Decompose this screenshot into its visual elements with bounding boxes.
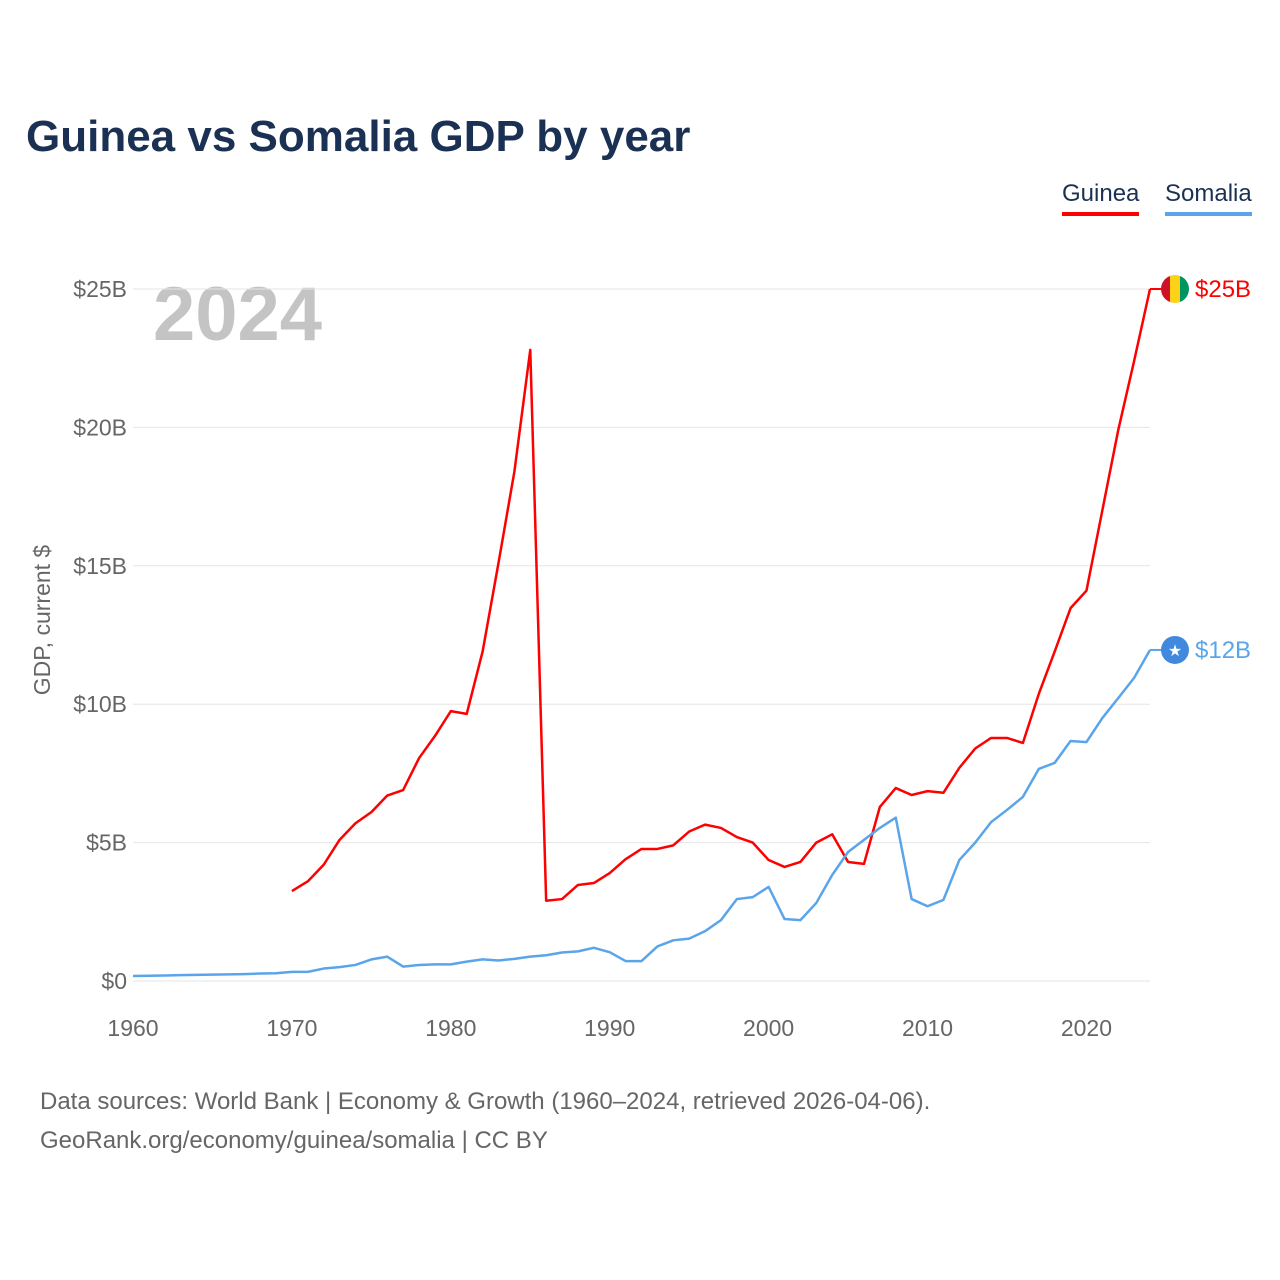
y-tick-label: $15B: [73, 553, 127, 579]
end-value-label: $25B: [1195, 276, 1251, 303]
source-line-1: Data sources: World Bank | Economy & Gro…: [40, 1088, 931, 1115]
x-tick-label: 2020: [1061, 1015, 1112, 1041]
y-tick-label: $0: [101, 968, 127, 994]
legend-guinea[interactable]: Guinea: [1062, 180, 1140, 216]
somalia-flag-icon: ★: [1161, 635, 1189, 664]
y-tick-label: $10B: [73, 691, 127, 717]
source-line-2[interactable]: GeoRank.org/economy/guinea/somalia | CC …: [40, 1127, 548, 1154]
y-tick-label: $20B: [73, 414, 127, 440]
chart-title: Guinea vs Somalia GDP by year: [26, 112, 691, 161]
x-tick-label: 1960: [107, 1015, 158, 1041]
y-tick-label: $25B: [73, 276, 127, 302]
source-note: Data sources: World Bank | Economy & Gro…: [40, 1082, 930, 1160]
series-line-guinea[interactable]: [291, 288, 1152, 902]
legend-somalia[interactable]: Somalia: [1165, 180, 1252, 216]
x-tick-label: 1990: [584, 1015, 635, 1041]
year-watermark: 2024: [153, 272, 322, 357]
end-value-label: $12B: [1195, 637, 1251, 664]
x-tick-label: 1980: [425, 1015, 476, 1041]
series-line-somalia[interactable]: [132, 649, 1152, 978]
y-tick-label: $5B: [86, 830, 127, 856]
guinea-flag-icon: [1161, 275, 1189, 303]
x-tick-label: 2010: [902, 1015, 953, 1041]
svg-text:★: ★: [1168, 643, 1182, 660]
x-tick-label: 2000: [743, 1015, 794, 1041]
x-tick-label: 1970: [266, 1015, 317, 1041]
y-axis-label: GDP, current $: [29, 545, 55, 696]
